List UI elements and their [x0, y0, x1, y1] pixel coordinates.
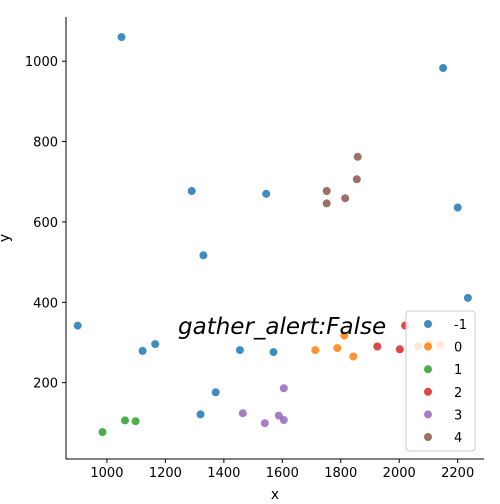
data-point-cluster--1-0	[117, 33, 126, 42]
x-tick-label: 2200	[441, 466, 474, 481]
data-point-cluster-3-0	[279, 384, 288, 393]
y-ticks: 200 400 600 800 1000	[25, 55, 66, 392]
data-point-cluster--1-9	[138, 346, 147, 355]
data-point-cluster--1-7	[73, 321, 82, 330]
data-points-layer	[73, 33, 472, 437]
data-point-cluster-0-1	[333, 344, 342, 353]
legend-marker-4	[424, 433, 432, 441]
data-point-cluster--1-5	[199, 251, 208, 260]
data-point-cluster-3-1	[238, 409, 247, 418]
data-point-cluster-1-2	[98, 428, 107, 437]
x-tick-label: 1800	[324, 466, 357, 481]
data-point-cluster-0-2	[311, 346, 320, 355]
x-tick-label: 1000	[90, 466, 123, 481]
data-point-cluster--1-8	[151, 340, 160, 349]
y-tick-label: 400	[33, 296, 58, 311]
legend-marker-2	[424, 387, 432, 396]
legend-label-3: 3	[454, 408, 462, 423]
legend-marker-1	[424, 365, 432, 374]
y-tick-label: 200	[33, 377, 58, 392]
legend-items: -1 0 1 2 3 4	[424, 318, 467, 446]
x-tick-label: 1200	[149, 466, 182, 481]
data-point-cluster--1-3	[262, 189, 271, 198]
legend-label-1: 1	[454, 363, 462, 378]
data-point-cluster-2-1	[373, 342, 382, 351]
x-tick-label: 1400	[207, 466, 240, 481]
data-point-cluster-0-0	[340, 331, 349, 340]
data-point-cluster-4-1	[352, 175, 361, 184]
data-point-cluster-1-1	[131, 417, 140, 426]
legend-marker-3	[424, 410, 432, 419]
legend-label-4: 4	[454, 431, 462, 446]
data-point-cluster--1-10	[235, 346, 244, 355]
x-tick-label: 2000	[383, 466, 416, 481]
data-point-cluster--1-2	[187, 187, 196, 195]
legend-label-2: 2	[454, 386, 462, 401]
data-point-cluster--1-1	[439, 64, 448, 72]
axes-layer	[65, 17, 484, 460]
chart-annotation: gather_alert:False	[178, 314, 386, 340]
legend-frame	[405, 310, 476, 452]
data-point-cluster-4-0	[353, 152, 362, 161]
legend-marker-0	[424, 342, 432, 351]
legend-marker--1	[424, 320, 432, 328]
legend: -1 0 1 2 3 4	[405, 310, 476, 452]
data-point-cluster-3-4	[260, 419, 269, 428]
data-point-cluster--1-11	[269, 348, 278, 357]
x-ticks: 1000 1200 1400 1600 1800 2000 2200	[90, 459, 474, 481]
data-point-cluster-4-3	[341, 194, 350, 203]
legend-label--1: -1	[454, 318, 467, 333]
x-axis-label: x	[271, 487, 279, 500]
data-point-cluster-1-0	[121, 416, 129, 425]
y-tick-label: 800	[33, 136, 58, 151]
y-axis-label: y	[0, 234, 13, 242]
y-tick-label: 1000	[25, 55, 58, 70]
legend-label-0: 0	[454, 341, 462, 356]
data-point-cluster--1-13	[196, 410, 205, 419]
data-point-cluster--1-6	[463, 293, 472, 302]
y-tick-label: 600	[33, 216, 58, 231]
data-point-cluster--1-12	[211, 388, 220, 397]
data-point-cluster-4-2	[322, 187, 331, 195]
data-point-cluster-4-4	[322, 199, 331, 208]
data-point-cluster-2-2	[395, 345, 404, 354]
data-point-cluster-3-3	[279, 416, 288, 424]
data-point-cluster--1-4	[453, 203, 462, 212]
x-tick-label: 1600	[266, 466, 299, 481]
data-point-cluster-0-3	[349, 352, 358, 361]
